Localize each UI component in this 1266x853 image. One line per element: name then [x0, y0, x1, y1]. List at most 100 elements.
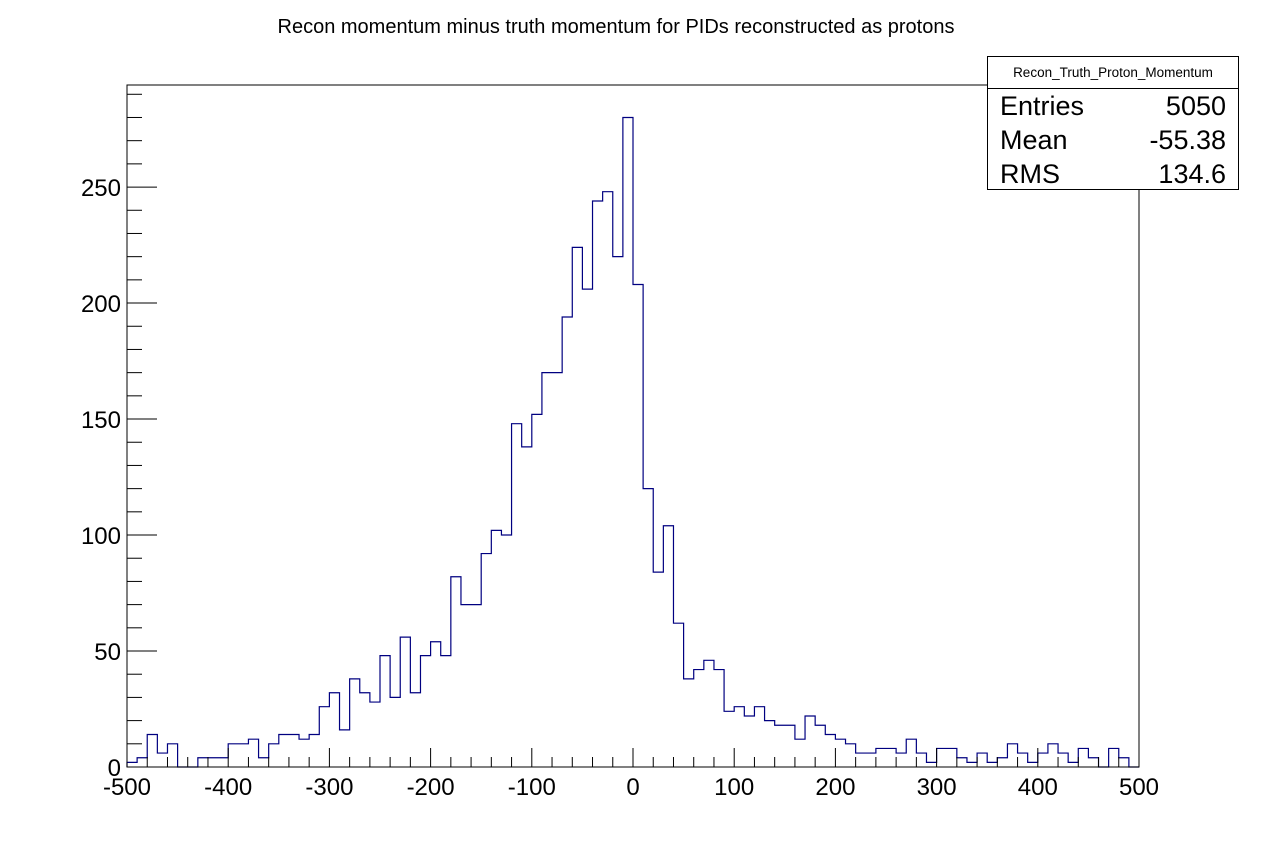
stats-box: Recon_Truth_Proton_Momentum Entries 5050… [987, 56, 1239, 190]
histogram-bin [603, 192, 613, 767]
histogram-bin [542, 373, 552, 767]
stats-label: Entries [1000, 91, 1085, 121]
histogram-bin [299, 739, 309, 767]
histogram-bin [744, 716, 754, 767]
histogram-bin [279, 735, 289, 767]
histogram-bin [248, 739, 258, 767]
histogram-bin [846, 744, 856, 767]
x-tick-label: -300 [305, 774, 353, 801]
histogram-bin [1018, 753, 1028, 767]
histogram-bin [673, 623, 683, 767]
histogram-bin [967, 762, 977, 767]
histogram-bin [856, 753, 866, 767]
histogram-bin [501, 535, 511, 767]
histogram-bin [866, 753, 876, 767]
histogram-bin [977, 753, 987, 767]
histogram-bin [906, 739, 916, 767]
stats-box-title: Recon_Truth_Proton_Momentum [988, 57, 1238, 89]
histogram-bin [987, 762, 997, 767]
histogram-bin [1007, 744, 1017, 767]
x-tick-label: 400 [1018, 774, 1058, 801]
histogram-bin [653, 572, 663, 767]
histogram-bin [633, 284, 643, 767]
chart-title: Recon momentum minus truth momentum for … [277, 16, 955, 38]
histogram-bin [734, 707, 744, 767]
histogram-bin [218, 758, 228, 767]
histogram-bin [400, 637, 410, 767]
histogram-bin [451, 577, 461, 767]
histogram-bin [1068, 762, 1078, 767]
histogram-bin [167, 744, 177, 767]
histogram-bin [825, 735, 835, 767]
histogram-bin [754, 707, 764, 767]
histogram-bin [137, 758, 147, 767]
histogram-bin [309, 735, 319, 767]
y-tick-label: 200 [81, 291, 121, 318]
x-tick-label: 500 [1119, 774, 1159, 801]
x-tick-label: 200 [815, 774, 855, 801]
x-tick-label: -400 [204, 774, 252, 801]
histogram-bin [643, 489, 653, 767]
histogram-bin [360, 693, 370, 767]
histogram-bin [785, 725, 795, 767]
histogram-bin [380, 656, 390, 767]
histogram-bin [208, 758, 218, 767]
histogram-bin [582, 289, 592, 767]
histogram-bin [471, 605, 481, 767]
histogram-bin [957, 758, 967, 767]
histogram-bin [694, 670, 704, 767]
histogram-bin [562, 317, 572, 767]
histogram-bin [765, 721, 775, 767]
histogram-bin [481, 554, 491, 767]
histogram-bin [1058, 753, 1068, 767]
histogram-bin [886, 748, 896, 767]
histogram-bin [441, 656, 451, 767]
histogram-bin [916, 753, 926, 767]
histogram-bin [431, 642, 441, 767]
histogram-bin [552, 373, 562, 767]
stats-label: RMS [1000, 159, 1060, 189]
histogram-bin [593, 201, 603, 767]
histogram-bin [896, 753, 906, 767]
histogram-bin [1038, 753, 1048, 767]
histogram-bin [724, 711, 734, 767]
histogram-bin [491, 530, 501, 767]
histogram-bin [238, 744, 248, 767]
histogram-bin [876, 748, 886, 767]
histogram-bin [370, 702, 380, 767]
histogram-bin [390, 697, 400, 767]
histogram-bin [522, 447, 532, 767]
histogram-bin [329, 693, 339, 767]
histogram-bin [147, 735, 157, 767]
histogram-bin [704, 660, 714, 767]
histogram-bin [1048, 744, 1058, 767]
histogram-bin [1088, 758, 1098, 767]
histogram-bin [1078, 748, 1088, 767]
histogram-bin [532, 414, 542, 767]
histogram-bin [997, 758, 1007, 767]
histogram-bin [926, 762, 936, 767]
histogram-bin [228, 744, 238, 767]
histogram-bin [259, 758, 269, 767]
histogram-bin [1028, 762, 1038, 767]
histogram-bin [613, 257, 623, 767]
histogram-bin [1119, 758, 1129, 767]
y-tick-label: 100 [81, 523, 121, 550]
stats-row-mean: Mean -55.38 [988, 123, 1238, 157]
histogram-bin [461, 605, 471, 767]
x-tick-label: -100 [508, 774, 556, 801]
x-tick-label: 0 [626, 774, 639, 801]
x-tick-label: -500 [103, 774, 151, 801]
histogram-bin [350, 679, 360, 767]
histogram-bin [623, 117, 633, 767]
histogram-bin [815, 725, 825, 767]
histogram-bin [714, 670, 724, 767]
histogram-bin [340, 730, 350, 767]
histogram-bin [835, 739, 845, 767]
histogram-bin [512, 424, 522, 767]
histogram-bin [795, 739, 805, 767]
histogram-bin [684, 679, 694, 767]
histogram-bin [127, 762, 137, 767]
stats-label: Mean [1000, 125, 1068, 155]
